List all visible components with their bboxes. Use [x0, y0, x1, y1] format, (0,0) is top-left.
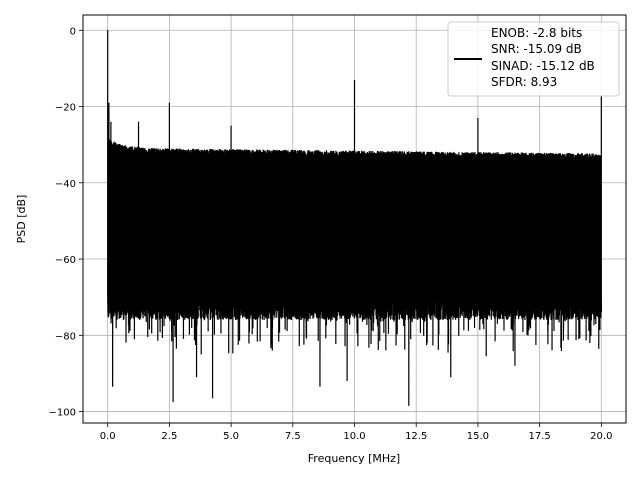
y-tick-label: 0	[70, 26, 76, 37]
x-tick-label: 10.0	[343, 431, 365, 442]
psd-line	[107, 30, 602, 406]
y-tick-label: −100	[49, 408, 76, 419]
y-tick-label: −80	[55, 331, 76, 342]
x-tick-label: 2.5	[161, 431, 177, 442]
series-psd-line	[107, 30, 602, 406]
legend: ENOB: -2.8 bits SNR: -15.09 dB SINAD: -1…	[447, 21, 620, 97]
legend-text-enob: ENOB: -2.8 bits	[491, 26, 582, 40]
legend-text-sfdr: SFDR: 8.93	[491, 75, 557, 89]
legend-text-snr: SNR: -15.09 dB	[491, 42, 582, 56]
y-tick-label: −20	[55, 103, 76, 114]
y-tick-label: −60	[55, 255, 76, 266]
x-axis-ticks: 0.0 2.5 5.0 7.5 10.0 12.5 15.0 17.5 20.0	[100, 423, 612, 442]
x-axis-label: Frequency [MHz]	[308, 452, 400, 465]
y-axis-label: PSD [dB]	[15, 195, 28, 244]
legend-box	[447, 21, 620, 97]
x-tick-label: 15.0	[467, 431, 489, 442]
x-tick-label: 12.5	[405, 431, 427, 442]
y-tick-label: −40	[55, 179, 76, 190]
x-tick-label: 20.0	[590, 431, 612, 442]
x-tick-label: 7.5	[285, 431, 301, 442]
legend-text-sinad: SINAD: -15.12 dB	[491, 59, 595, 73]
x-tick-label: 17.5	[528, 431, 550, 442]
y-axis-ticks: 0 −20 −40 −60 −80 −100	[49, 26, 83, 419]
x-tick-label: 5.0	[223, 431, 239, 442]
x-tick-label: 0.0	[100, 431, 116, 442]
